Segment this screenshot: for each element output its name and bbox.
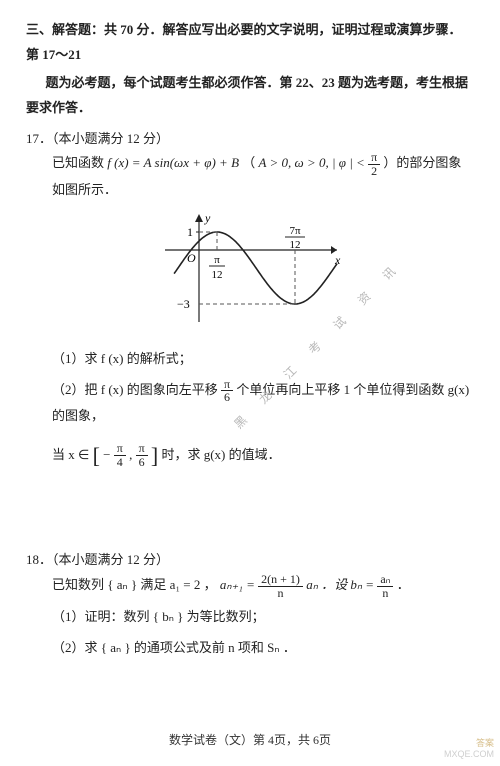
svg-text:7π: 7π — [289, 225, 301, 237]
q17-cond-a: A > 0, ω > 0, | φ | < — [259, 156, 365, 171]
q18-stem-post: ． — [397, 577, 410, 592]
q18-rec-den: n — [258, 587, 303, 600]
q17-stem-pre: 已知函数 — [52, 156, 107, 171]
q17-cond-frac: π 2 — [368, 151, 380, 177]
q18-part2: （2）求 { aₙ } 的通项公式及前 n 项和 Sₙ ． — [26, 636, 474, 661]
q17-int-b-den: 6 — [136, 456, 148, 469]
section-heading-line1: 三、解答题：共 70 分．解答应写出必要的文字说明，证明过程或演算步骤．第 17… — [26, 18, 474, 67]
q17-label: 17．（本小题满分 12 分） — [26, 127, 474, 152]
q17-cond-frac-num: π — [368, 151, 380, 165]
svg-text:1: 1 — [187, 225, 193, 239]
q17-chart: y x O 1 −3 π 12 7π 12 — [26, 208, 474, 337]
q18-stem: 已知数列 { aₙ } 满足 a₁ = 2 ， aₙ₊₁ = 2(n + 1) … — [26, 573, 474, 599]
svg-text:12: 12 — [290, 239, 301, 251]
svg-text:12: 12 — [212, 269, 223, 281]
svg-text:y: y — [204, 211, 211, 225]
q17-int-a: π 4 — [114, 442, 126, 468]
q17-int-a-num: π — [114, 442, 126, 456]
q18-bn-num: aₙ — [377, 573, 393, 587]
page-footer: 数学试卷（文）第 4页，共 6页 — [0, 731, 500, 748]
svg-text:π: π — [214, 254, 220, 266]
lbracket: [ — [93, 443, 100, 468]
neg-sign: − — [103, 447, 110, 462]
svg-text:O: O — [187, 251, 196, 265]
q18-bn-den: n — [377, 587, 393, 600]
corner-watermark: 答案 MXQE.COM — [444, 738, 494, 760]
q17-int-b: π 6 — [136, 442, 148, 468]
rbracket: ] — [151, 443, 158, 468]
svg-text:x: x — [334, 253, 341, 267]
corner-cn: 答案 — [444, 738, 494, 749]
q17-p2-c-pre: 当 x ∈ — [52, 447, 93, 462]
q18-stem-pre: 已知数列 { aₙ } 满足 a₁ = 2 ， — [52, 577, 217, 592]
corner-url: MXQE.COM — [444, 749, 494, 760]
q18-label: 18．（本小题满分 12 分） — [26, 548, 474, 573]
q17-p2-frac1-den: 6 — [221, 391, 233, 404]
q18-rec-frac: 2(n + 1) n — [258, 573, 303, 599]
q17-fx: f (x) = A sin(ωx + φ) + B — [107, 156, 239, 171]
q18-rec-num: 2(n + 1) — [258, 573, 303, 587]
q17-cond-frac-den: 2 — [368, 165, 380, 178]
q17-int-b-num: π — [136, 442, 148, 456]
q17-part1: （1）求 f (x) 的解析式； — [26, 347, 474, 372]
q17-int-a-den: 4 — [114, 456, 126, 469]
q17-cond-open: （ — [242, 156, 255, 171]
sine-chart-svg: y x O 1 −3 π 12 7π 12 — [155, 208, 345, 328]
section-heading-line2: 题为必考题，每个试题考生都必须作答．第 22、23 题为选考题，考生根据要求作答… — [26, 71, 474, 120]
q18-rec-mid: aₙ ．设 bₙ = — [306, 577, 377, 592]
q18-part1: （1）证明：数列 { bₙ } 为等比数列； — [26, 605, 474, 630]
q17-p2-frac1: π 6 — [221, 378, 233, 404]
q18-rec-lhs: aₙ₊₁ = — [220, 577, 258, 592]
q18-bn-frac: aₙ n — [377, 573, 393, 599]
q17-p2-a: （2）把 f (x) 的图象向左平移 — [52, 382, 221, 397]
q17-part2-line2: 当 x ∈ [ − π 4 , π 6 ] 时，求 g(x) 的值域． — [26, 435, 474, 477]
q17-stem: 已知函数 f (x) = A sin(ωx + φ) + B （ A > 0, … — [26, 151, 474, 202]
q17-p2-c-post: 时，求 g(x) 的值域． — [161, 447, 280, 462]
q17-p2-frac1-num: π — [221, 378, 233, 392]
svg-text:−3: −3 — [177, 297, 190, 311]
